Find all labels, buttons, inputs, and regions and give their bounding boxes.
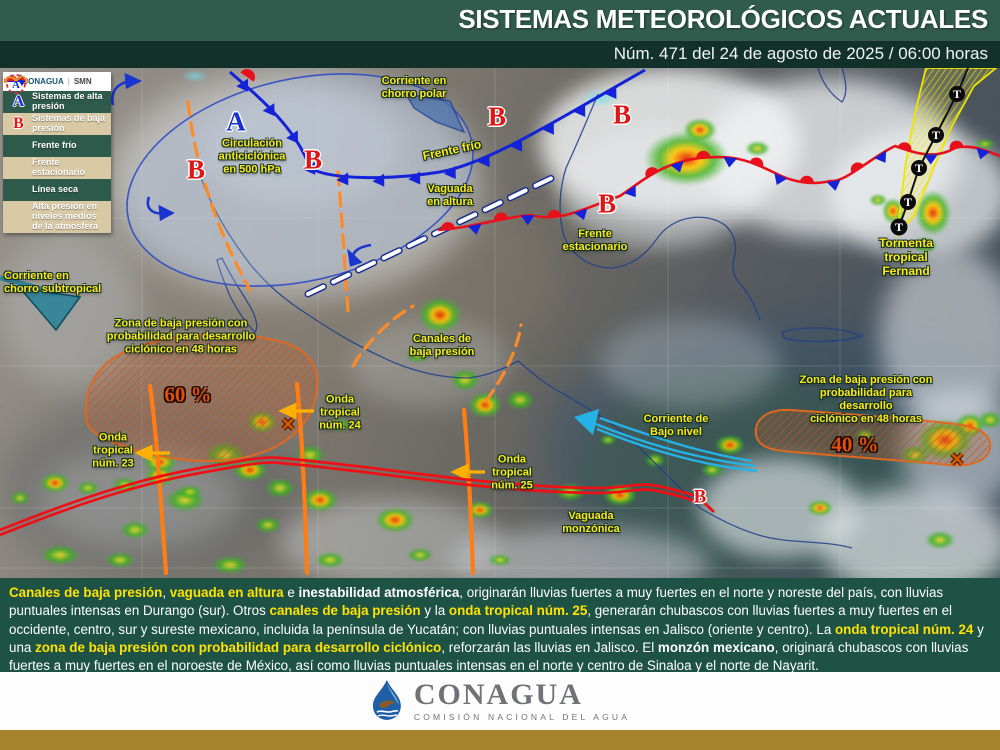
svg-text:T: T	[953, 87, 961, 101]
footer-tagline: COMISIÓN NACIONAL DEL AGUA	[413, 712, 631, 722]
gold-band	[0, 730, 1000, 750]
legend-label: Línea seca	[32, 184, 79, 195]
svg-text:T: T	[904, 195, 912, 209]
legend-item-low-pressure: B Sistemas de baja presión	[3, 113, 111, 135]
footer-brand: CONAGUA	[413, 678, 583, 711]
legend-label: Sistemas de alta presión	[32, 91, 103, 111]
legend-item-dry-line: Línea seca	[3, 75, 111, 201]
tropical-wave-lines	[147, 381, 476, 576]
anticyclone-region	[126, 73, 474, 287]
upper-trough-line	[304, 172, 560, 298]
polar-jet-arrow	[404, 93, 466, 134]
svg-text:T: T	[895, 220, 903, 234]
legend-item-high-pressure: A Sistemas de alta presión	[3, 91, 111, 113]
subtropical-jet-arrow	[0, 275, 82, 332]
conagua-mini-logo: CONAGUA	[22, 77, 64, 86]
warm-front-tick	[240, 69, 255, 82]
footer: CONAGUA COMISIÓN NACIONAL DEL AGUA	[0, 672, 1000, 730]
footer-brand-block: CONAGUA COMISIÓN NACIONAL DEL AGUA	[413, 678, 631, 723]
legend-label: Frente frío	[32, 140, 77, 151]
map-legend: CONAGUA | SMN A Sistemas de alta presión…	[3, 72, 111, 233]
cyclone-zone-60	[84, 333, 319, 463]
storm-cone	[895, 68, 998, 238]
summary-text: Canales de baja presión, vaguada en altu…	[9, 585, 984, 674]
low-pressure-channels	[186, 100, 523, 403]
weather-map: T T T T T A B B B B	[0, 68, 1000, 578]
legend-item-mid-level-high: A Alta presión en niveles medios de la a…	[3, 74, 111, 233]
logo-separator: |	[67, 77, 70, 86]
disturbance-x-west	[281, 417, 295, 431]
svg-text:T: T	[915, 161, 923, 175]
water-drop-icon	[372, 680, 401, 720]
label-arrows	[134, 402, 485, 481]
svg-text:T: T	[932, 128, 940, 142]
low-level-current-arrow	[574, 409, 758, 473]
stationary-front-line	[437, 144, 1000, 232]
circulation-arrows	[111, 72, 372, 267]
bulletin-number: Núm. 471 del 24 de agosto de 2025 / 06:0…	[613, 44, 988, 63]
conagua-logo: CONAGUA COMISIÓN NACIONAL DEL AGUA	[370, 679, 630, 723]
subtitle-bar: Núm. 471 del 24 de agosto de 2025 / 06:0…	[0, 40, 1000, 69]
legend-label: Sistemas de baja presión	[32, 113, 106, 133]
low-pressure-icon: B	[13, 115, 24, 132]
cyclone-zone-40	[754, 408, 992, 467]
title-bar: SISTEMAS METEOROLÓGICOS ACTUALES	[0, 0, 1000, 40]
coastline	[195, 68, 865, 549]
forecast-summary: Canales de baja presión, vaguada en altu…	[0, 578, 1000, 673]
page-title: SISTEMAS METEOROLÓGICOS ACTUALES	[458, 4, 988, 34]
legend-item-stationary-front: Frente estacionario	[3, 75, 111, 179]
legend-label: Frente estacionario	[32, 157, 86, 177]
front-symbols	[236, 78, 990, 235]
weather-overlay: T T T T T	[0, 68, 1000, 578]
svg-text:A: A	[12, 79, 20, 91]
monsoon-trough-line	[0, 456, 715, 537]
legend-logos: CONAGUA | SMN	[3, 72, 111, 91]
cold-front-line	[229, 68, 646, 180]
storm-position-markers: T T T T T	[890, 86, 965, 236]
disturbance-x-east	[950, 452, 964, 466]
high-pressure-icon: A	[12, 93, 25, 110]
smn-mini-logo: SMN	[73, 77, 92, 86]
grid-lines	[0, 68, 1000, 578]
legend-label: Alta presión en niveles medios de la atm…	[32, 201, 99, 231]
legend-item-cold-front: Frente frío	[3, 74, 111, 157]
